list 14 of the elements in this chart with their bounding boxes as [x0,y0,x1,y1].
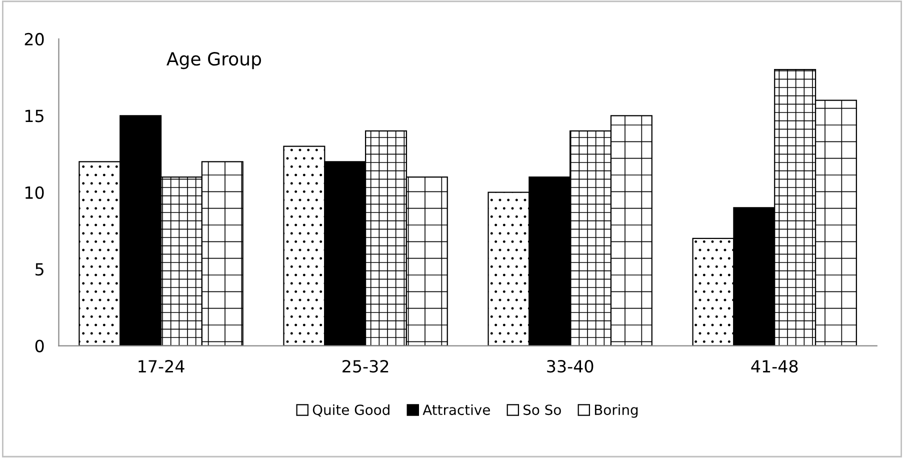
y-tick-label: 5 [36,263,44,276]
x-tick-label: 33-40 [547,360,594,373]
legend-label: Quite Good [312,404,390,417]
y-tick-label: 10 [25,186,44,199]
y-tick-label: 20 [24,32,44,46]
x-tick-label: 17-24 [138,360,184,372]
x-tick-label: 41-48 [751,360,798,373]
y-tick-label: 0 [35,340,44,352]
legend-label: Boring [594,404,638,418]
legend-label: So So [524,404,561,416]
legend-label: Attractive [422,404,490,416]
text: Age Group [166,52,262,70]
y-tick-label: 15 [25,110,44,122]
x-tick-label: 25-32 [342,360,388,373]
